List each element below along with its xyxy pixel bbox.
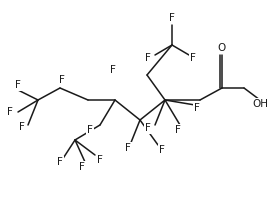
Text: F: F xyxy=(175,125,181,135)
Text: F: F xyxy=(194,103,200,113)
Text: F: F xyxy=(87,125,93,135)
Text: F: F xyxy=(15,80,21,90)
Text: F: F xyxy=(97,155,103,165)
Text: F: F xyxy=(145,53,151,63)
Text: F: F xyxy=(190,53,196,63)
Text: F: F xyxy=(145,123,151,133)
Text: F: F xyxy=(110,65,116,75)
Text: OH: OH xyxy=(252,99,268,109)
Text: F: F xyxy=(125,143,131,153)
Text: F: F xyxy=(57,157,63,167)
Text: F: F xyxy=(7,107,13,117)
Text: F: F xyxy=(159,145,165,155)
Text: F: F xyxy=(169,13,175,23)
Text: F: F xyxy=(79,162,85,172)
Text: O: O xyxy=(218,43,226,53)
Text: F: F xyxy=(19,122,25,132)
Text: F: F xyxy=(59,75,65,85)
